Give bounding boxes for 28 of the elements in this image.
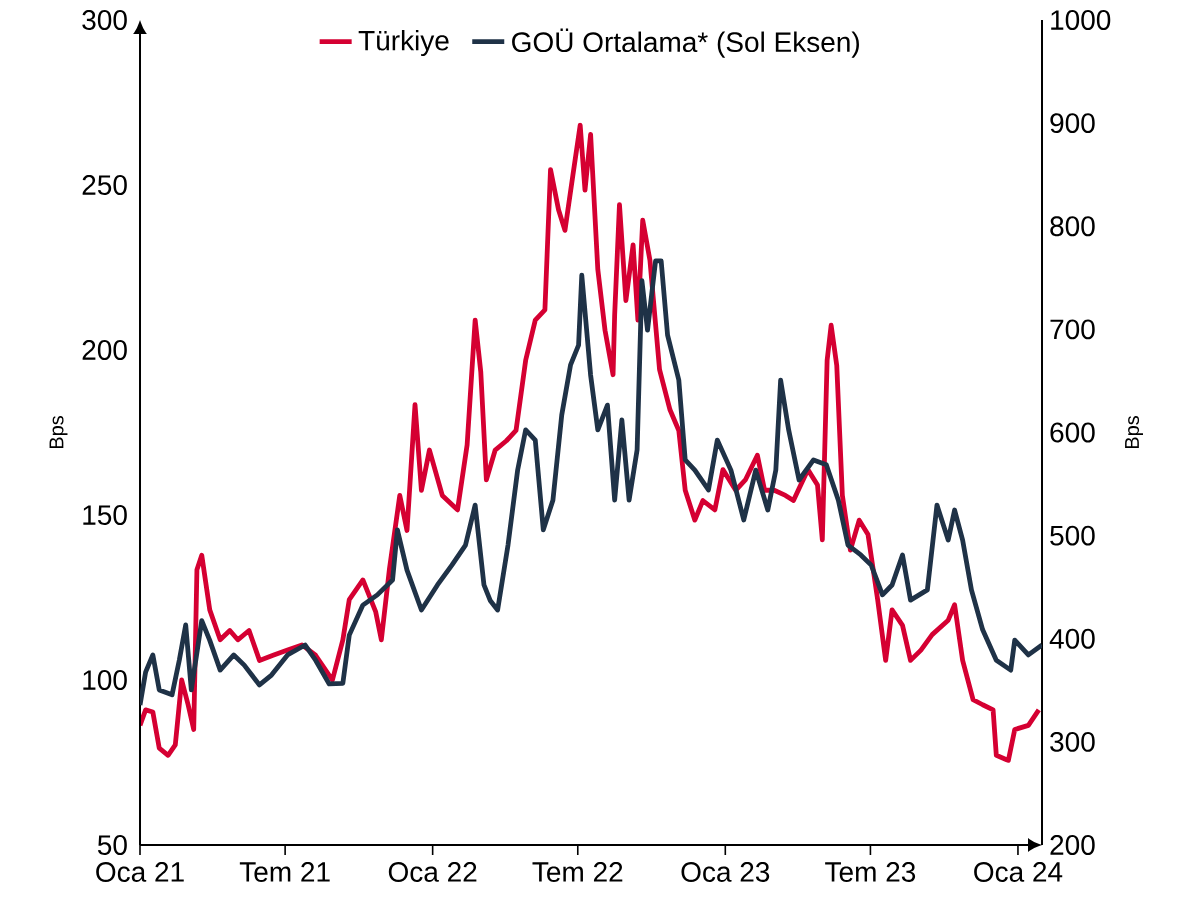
y2-tick-label: 600 (1050, 422, 1095, 443)
line-series (140, 122, 1042, 763)
x-tick-label: Tem 22 (532, 862, 623, 882)
y-axis-title: Bps (49, 415, 68, 449)
y-tick-label: 200 (82, 340, 127, 360)
y-tick-label: 150 (83, 505, 127, 525)
y2-tick-label: 200 (1050, 835, 1095, 855)
y-tick-label: 100 (83, 670, 127, 690)
x-tick-label: Oca 21 (96, 862, 184, 882)
x-tick-label: Tem 21 (239, 862, 330, 882)
y2-tick-label: 900 (1050, 113, 1095, 134)
y2-tick-label: 300 (1050, 731, 1095, 752)
legend-label: Türkiye (358, 29, 449, 57)
y-tick-label: 300 (82, 10, 127, 30)
x-tick-label: Oca 24 (974, 862, 1063, 882)
y2-tick-label: 400 (1049, 628, 1095, 649)
y-tick-label: 250 (82, 175, 127, 195)
y2-tick-label: 800 (1050, 216, 1095, 237)
y2-axis-title: Bps (1125, 415, 1143, 449)
x-tick-label: Oca 23 (681, 862, 770, 882)
y2-tick-label: 700 (1050, 319, 1095, 340)
x-tick-label: Tem 23 (825, 862, 916, 882)
y-tick-label: 50 (97, 835, 127, 855)
y2-tick-label: 1000 (1051, 10, 1111, 30)
legend-label: GOÜ Ortalama* (Sol Eksen) (512, 28, 859, 58)
x-tick-label: Oca 22 (388, 862, 477, 882)
line-series (140, 258, 1043, 708)
y2-tick-label: 500 (1050, 525, 1095, 546)
